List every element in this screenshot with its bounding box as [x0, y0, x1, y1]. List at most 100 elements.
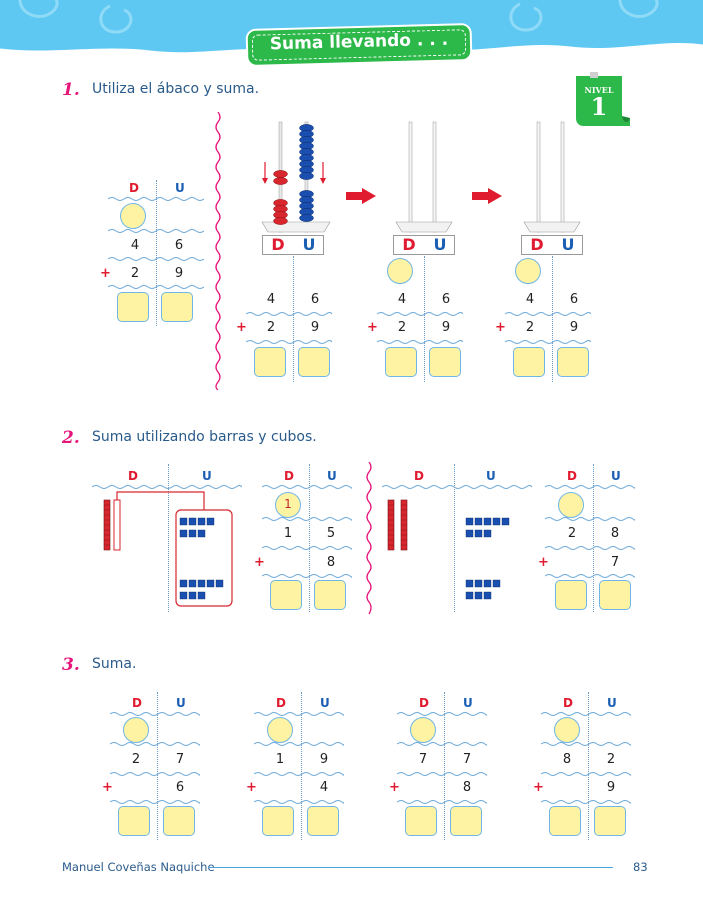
abacus-2-bottom-u: 9	[441, 320, 451, 335]
abacus-3-top-d: 4	[525, 292, 535, 307]
q3-p3-bottom-u: 8	[462, 780, 472, 795]
q1-table-answer-u[interactable]	[161, 292, 193, 322]
q2-table-a-top-d: 1	[283, 526, 293, 541]
abacus-2-plus: +	[367, 320, 378, 335]
q2-table-a-u: U	[327, 469, 337, 483]
q1-number: 1.	[62, 80, 80, 100]
q3-p1-u: U	[176, 696, 186, 710]
q1-instruction: Utiliza el ábaco y suma.	[92, 81, 260, 97]
q3-p4-top-d: 8	[562, 752, 572, 767]
q2-table-a-plus: +	[254, 555, 265, 570]
q2-table-a-d: D	[284, 469, 294, 483]
q2-panel-b-d: D	[414, 469, 424, 483]
arrow-right-icon	[346, 188, 376, 204]
abacus-2-d: D	[402, 235, 416, 254]
abacus-2-carry-circle[interactable]	[387, 258, 413, 284]
q2-panel-a-blocks	[103, 491, 233, 607]
abacus-1-bottom-u: 9	[310, 320, 320, 335]
q2-separator	[366, 462, 372, 614]
abacus-3-top-u: 6	[569, 292, 579, 307]
q3-p3-top-u: 7	[462, 752, 472, 767]
abacus-3-answer-u[interactable]	[557, 347, 589, 377]
q3-p4-d: D	[563, 696, 573, 710]
q3-p2-carry[interactable]	[267, 717, 293, 743]
q2-instruction: Suma utilizando barras y cubos.	[92, 429, 317, 445]
arrow-right-icon	[472, 188, 502, 204]
q3-p1-answer-d[interactable]	[118, 806, 150, 836]
abacus-2-label: D U	[393, 235, 455, 255]
abacus-3-answer-d[interactable]	[513, 347, 545, 377]
q2-table-a-answer-u[interactable]	[314, 580, 346, 610]
q3-p3-top-d: 7	[418, 752, 428, 767]
level-badge	[576, 72, 630, 126]
q1-table-top-d: 4	[130, 238, 140, 253]
q3-p3-plus: +	[389, 780, 400, 795]
abacus-2-bottom-d: 2	[397, 320, 407, 335]
q3-p2-bottom-u: 4	[319, 780, 329, 795]
q3-p2-d: D	[276, 696, 286, 710]
page-number: 83	[633, 860, 648, 874]
q3-p3-carry[interactable]	[410, 717, 436, 743]
abacus-2-answer-d[interactable]	[385, 347, 417, 377]
q3-p1-d: D	[132, 696, 142, 710]
abacus-1-answer-d[interactable]	[254, 347, 286, 377]
q2-table-b-top-u: 8	[610, 526, 620, 541]
q2-table-a-carry[interactable]: 1	[275, 492, 301, 518]
q2-table-b-d: D	[567, 469, 577, 483]
abacus-1-d: D	[271, 235, 285, 254]
q3-p3-answer-d[interactable]	[405, 806, 437, 836]
q2-table-b-answer-u[interactable]	[599, 580, 631, 610]
q2-panel-b-blocks	[387, 499, 510, 600]
q2-table-b-carry[interactable]	[558, 492, 584, 518]
abacus-3-plus: +	[495, 320, 506, 335]
level-word: NIVEL	[584, 85, 614, 95]
q3-p2-top-d: 1	[275, 752, 285, 767]
abacus-2	[395, 121, 453, 233]
q2-table-b-plus: +	[538, 555, 549, 570]
q3-p2-answer-d[interactable]	[262, 806, 294, 836]
q3-p4-answer-d[interactable]	[549, 806, 581, 836]
q2-panel-b-u: U	[486, 469, 496, 483]
q3-p4-plus: +	[533, 780, 544, 795]
q1-table-answer-d[interactable]	[117, 292, 149, 322]
footer-rule	[208, 867, 613, 868]
abacus-1	[261, 121, 331, 233]
q1-table-bottom-d: 2	[130, 266, 140, 281]
abacus-1-top-u: 6	[310, 292, 320, 307]
abacus-3-carry-circle[interactable]	[515, 258, 541, 284]
q2-table-b-bottom-u: 7	[610, 555, 620, 570]
abacus-3-label: D U	[521, 235, 583, 255]
q3-p2-answer-u[interactable]	[307, 806, 339, 836]
q3-p1-carry[interactable]	[123, 717, 149, 743]
abacus-3-u: U	[561, 235, 575, 254]
q1-table-divider	[156, 180, 157, 326]
q2-table-a-top-u: 5	[326, 526, 336, 541]
abacus-3-bottom-u: 9	[569, 320, 579, 335]
q3-p4-carry[interactable]	[554, 717, 580, 743]
q3-p4-bottom-u: 9	[606, 780, 616, 795]
q1-table-carry-circle[interactable]	[120, 203, 146, 229]
q3-p2-top-u: 9	[319, 752, 329, 767]
q3-p1-top-u: 7	[175, 752, 185, 767]
q3-p3-answer-u[interactable]	[450, 806, 482, 836]
q3-p1-bottom-u: 6	[175, 780, 185, 795]
q1-table-d-header: D	[129, 181, 139, 195]
q2-table-a-bottom-u: 8	[326, 555, 336, 570]
q3-p1-answer-u[interactable]	[163, 806, 195, 836]
q3-p2-u: U	[320, 696, 330, 710]
abacus-1-u: U	[302, 235, 316, 254]
q3-number: 3.	[62, 655, 80, 675]
abacus-2-top-u: 6	[441, 292, 451, 307]
q2-table-b-answer-d[interactable]	[555, 580, 587, 610]
abacus-2-answer-u[interactable]	[429, 347, 461, 377]
abacus-1-answer-u[interactable]	[298, 347, 330, 377]
abacus-1-top-d: 4	[266, 292, 276, 307]
q3-p4-u: U	[607, 696, 617, 710]
q2-table-a-answer-d[interactable]	[270, 580, 302, 610]
q1-table-bottom-u: 9	[174, 266, 184, 281]
q3-p4-answer-u[interactable]	[594, 806, 626, 836]
q3-instruction: Suma.	[92, 656, 137, 672]
q1-table-u-header: U	[175, 181, 185, 195]
q2-panel-a-d: D	[128, 469, 138, 483]
q3-p1-plus: +	[102, 780, 113, 795]
